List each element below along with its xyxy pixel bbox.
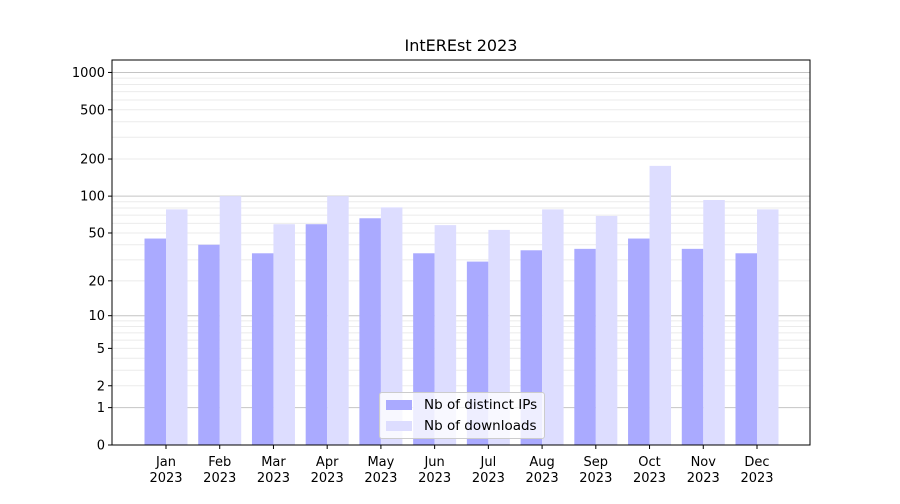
y-tick-label: 500 bbox=[80, 103, 105, 118]
x-tick-label: Mar 2023 bbox=[257, 455, 290, 486]
bar-downloads bbox=[595, 215, 618, 445]
y-tick-label: 0 bbox=[97, 439, 105, 454]
bar-ips bbox=[144, 238, 166, 445]
y-tick-label: 50 bbox=[88, 226, 105, 241]
bar-ips bbox=[251, 253, 274, 445]
bar-ips bbox=[359, 218, 381, 445]
bar-downloads bbox=[649, 165, 672, 445]
x-tick-label: Feb 2023 bbox=[203, 455, 236, 486]
axes-frame bbox=[111, 59, 811, 446]
bar-ips bbox=[574, 248, 596, 445]
x-tick-label: Aug 2023 bbox=[526, 455, 559, 486]
bar-ips bbox=[681, 248, 704, 445]
x-tick-label: Jan 2023 bbox=[149, 455, 182, 486]
y-tick-label: 5 bbox=[97, 342, 105, 357]
y-tick-label: 200 bbox=[80, 153, 105, 168]
x-tick-label: Jun 2023 bbox=[418, 455, 451, 486]
legend-swatch-ips bbox=[386, 400, 412, 410]
y-tick-label: 10 bbox=[88, 309, 105, 324]
x-tick-label: Oct 2023 bbox=[633, 455, 666, 486]
legend-label-ips: Nb of distinct IPs bbox=[424, 397, 538, 413]
x-tick-label: Dec 2023 bbox=[740, 455, 773, 486]
x-tick-label: Sep 2023 bbox=[579, 455, 612, 486]
bar-ips bbox=[735, 253, 757, 445]
x-tick-label: Apr 2023 bbox=[311, 455, 344, 486]
legend: Nb of distinct IPs Nb of downloads bbox=[379, 392, 545, 439]
bar-ips bbox=[628, 238, 650, 445]
x-tick-label: May 2023 bbox=[364, 455, 397, 486]
y-tick-label: 1000 bbox=[72, 66, 105, 81]
bar-downloads bbox=[273, 224, 295, 445]
bar-downloads bbox=[380, 207, 403, 445]
bar-downloads bbox=[434, 225, 457, 445]
bar-downloads bbox=[542, 209, 564, 445]
y-tick-label: 2 bbox=[97, 379, 105, 394]
bar-downloads bbox=[166, 209, 188, 445]
bar-ips bbox=[305, 224, 328, 445]
y-tick-label: 20 bbox=[88, 274, 105, 289]
y-tick-label: 1 bbox=[97, 401, 105, 416]
legend-label-downloads: Nb of downloads bbox=[424, 418, 537, 434]
bar-downloads bbox=[757, 209, 779, 445]
legend-swatch-downloads bbox=[386, 421, 412, 431]
chart-title: IntEREst 2023 bbox=[404, 36, 518, 55]
bar-downloads bbox=[219, 196, 242, 445]
bar-ips bbox=[198, 244, 220, 445]
bar-downloads bbox=[327, 196, 349, 445]
x-tick-label: Nov 2023 bbox=[687, 455, 720, 486]
bar-downloads bbox=[703, 200, 725, 445]
bar-downloads bbox=[488, 229, 510, 445]
x-tick-label: Jul 2023 bbox=[472, 455, 505, 486]
legend-item-downloads: Nb of downloads bbox=[386, 416, 537, 436]
legend-item-ips: Nb of distinct IPs bbox=[386, 395, 537, 415]
y-tick-label: 100 bbox=[80, 190, 105, 205]
